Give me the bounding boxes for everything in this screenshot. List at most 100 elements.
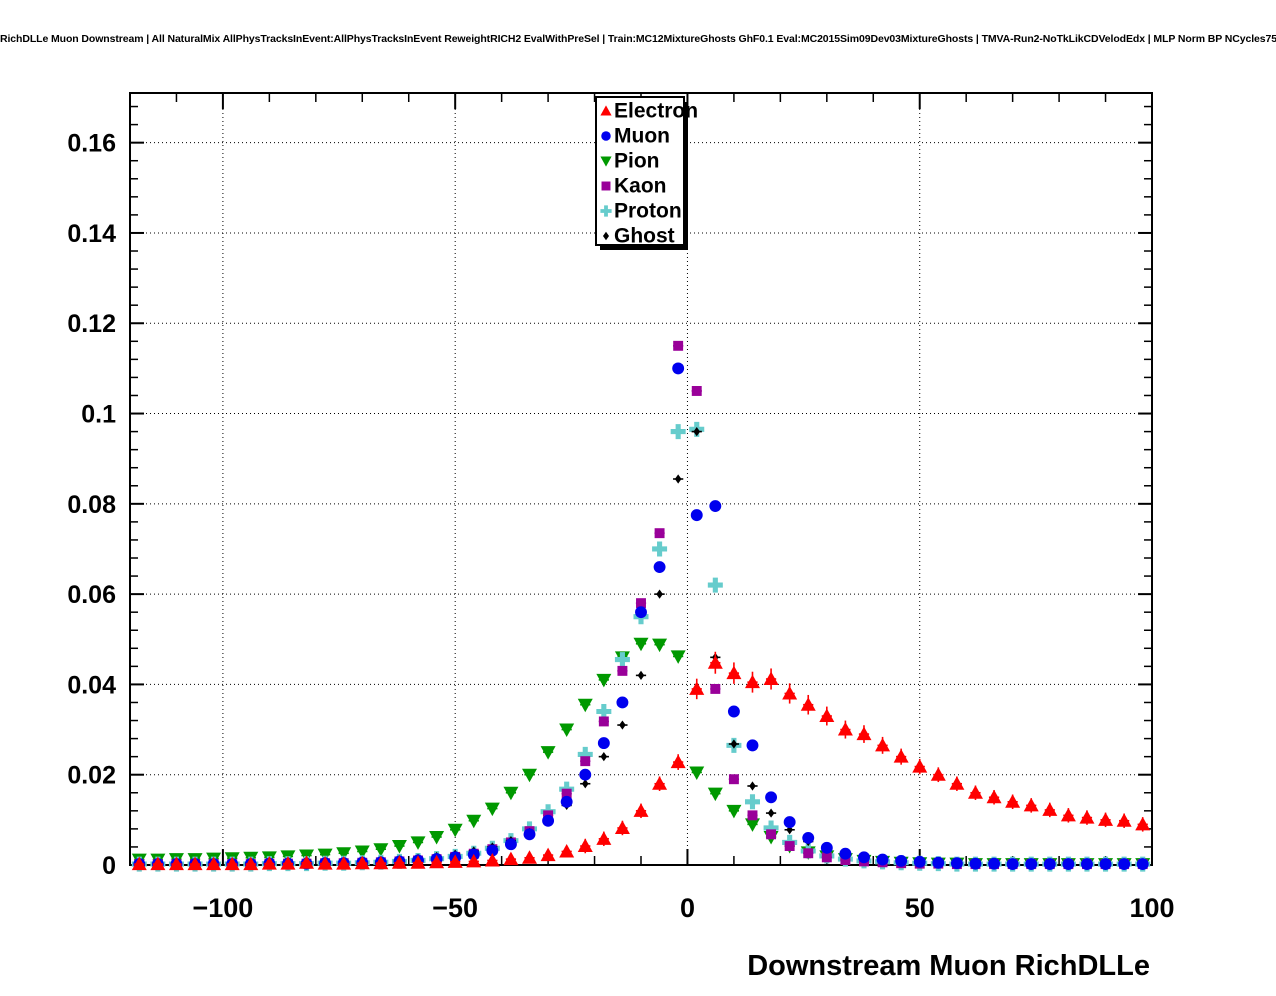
data-marker	[601, 131, 611, 141]
data-marker	[670, 424, 686, 440]
data-marker	[637, 670, 645, 680]
data-marker	[131, 856, 147, 871]
data-marker	[1005, 794, 1021, 808]
plot-frame	[129, 92, 1153, 866]
data-marker	[336, 856, 352, 870]
data-marker	[969, 857, 982, 870]
data-marker	[803, 848, 814, 859]
data-marker	[930, 767, 946, 781]
legend-entry-ghost[interactable]: Ghost	[602, 225, 675, 248]
data-marker	[336, 847, 352, 861]
data-marker	[766, 829, 777, 840]
x-tick-label: 100	[1129, 893, 1174, 923]
data-marker	[373, 855, 389, 870]
data-marker	[601, 181, 611, 191]
data-marker	[1098, 812, 1114, 826]
data-marker	[503, 786, 519, 801]
legend-entry-kaon[interactable]: Kaon	[601, 175, 667, 198]
data-marker	[596, 831, 612, 845]
legend-entry-proton[interactable]: Proton	[600, 200, 682, 223]
data-marker	[600, 105, 612, 116]
legend-entry-pion[interactable]: Pion	[600, 150, 660, 173]
legend-label: Muon	[614, 125, 670, 148]
data-marker	[577, 698, 593, 713]
data-marker	[913, 855, 926, 868]
data-marker	[614, 820, 630, 834]
page-title: RichDLLe Muon Downstream | All NaturalMi…	[0, 33, 1276, 45]
x-tick-label: 50	[905, 893, 935, 923]
data-marker	[707, 655, 723, 669]
data-marker	[579, 768, 592, 781]
data-marker	[1006, 858, 1019, 871]
data-marker	[636, 598, 646, 609]
data-marker	[602, 231, 610, 241]
data-marker	[986, 789, 1002, 804]
data-marker	[617, 665, 628, 676]
data-marker	[746, 739, 759, 752]
tick-labels-layer: 0 0.02 0.04 0.06 0.08 0.1 0.12 0.14 0.16 −100 −50 0…	[67, 130, 1174, 923]
legend-box[interactable]	[595, 96, 685, 246]
data-marker	[1079, 810, 1095, 824]
data-marker	[410, 836, 426, 850]
x-tick-label: 0	[680, 893, 695, 923]
data-marker	[988, 857, 1001, 870]
legend-entry-electron[interactable]: Electron	[600, 100, 698, 123]
legend-label: Ghost	[614, 225, 675, 248]
series-kaon	[134, 340, 1148, 870]
legend-entry-muon[interactable]: Muon	[601, 125, 670, 148]
data-marker	[168, 856, 184, 871]
data-marker	[540, 847, 556, 862]
data-marker	[967, 785, 983, 799]
data-marker	[1099, 858, 1112, 871]
axis-title-layer: Downstream Muon RichDLLe	[747, 950, 1150, 982]
data-marker	[504, 838, 517, 851]
data-marker	[674, 474, 682, 484]
data-marker	[690, 509, 703, 522]
data-marker	[932, 856, 945, 869]
y-tick-label: 0.16	[67, 130, 116, 158]
data-marker	[707, 577, 723, 593]
data-marker	[726, 665, 742, 680]
data-marker	[763, 671, 779, 685]
data-marker	[577, 838, 593, 853]
y-tick-label: 0.04	[67, 671, 116, 699]
data-marker	[709, 500, 722, 513]
data-marker	[523, 828, 536, 841]
data-marker	[710, 683, 721, 694]
data-marker	[727, 705, 740, 718]
data-marker	[391, 840, 407, 854]
data-marker	[1118, 858, 1131, 871]
data-layer	[131, 340, 1151, 872]
data-marker	[707, 787, 723, 802]
data-marker	[652, 638, 668, 653]
data-marker	[747, 810, 758, 821]
data-marker	[577, 746, 593, 762]
data-marker	[802, 831, 815, 844]
data-marker	[447, 823, 463, 838]
data-marker	[673, 340, 684, 351]
data-marker	[596, 673, 612, 688]
legend-label: Proton	[614, 200, 682, 223]
data-marker	[1025, 858, 1038, 871]
data-marker	[486, 844, 499, 857]
data-marker	[670, 754, 686, 769]
data-marker	[560, 795, 573, 808]
data-marker	[447, 854, 463, 868]
data-marker	[744, 794, 760, 810]
data-marker	[354, 845, 370, 859]
data-marker	[876, 853, 889, 866]
data-marker	[600, 205, 612, 217]
data-marker	[580, 756, 591, 767]
data-marker	[1136, 858, 1149, 871]
data-marker	[224, 856, 240, 871]
data-marker	[763, 820, 779, 836]
data-marker	[656, 589, 663, 599]
data-marker	[652, 541, 668, 557]
data-marker	[689, 766, 705, 780]
data-marker	[782, 685, 798, 700]
data-marker	[429, 854, 445, 869]
data-marker	[819, 708, 835, 723]
data-marker	[652, 776, 668, 790]
